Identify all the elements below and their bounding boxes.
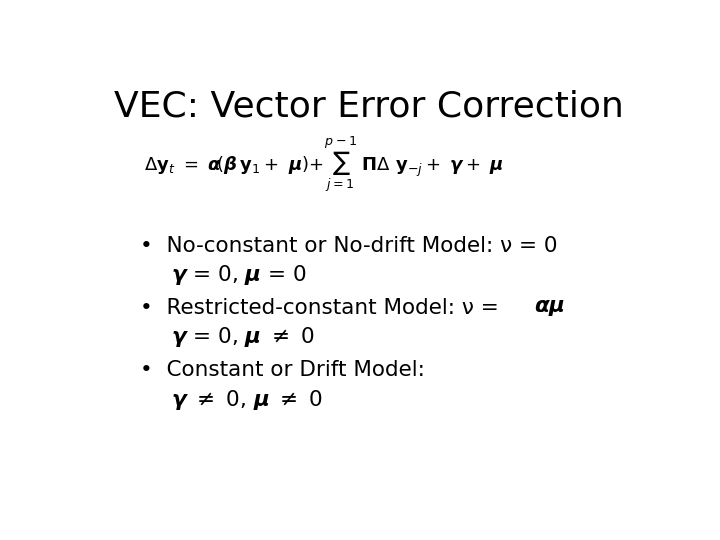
Text: $\boldsymbol{\gamma}$ $\neq$ 0, $\boldsymbol{\mu}$ $\neq$ 0: $\boldsymbol{\gamma}$ $\neq$ 0, $\boldsy… (171, 388, 323, 411)
Text: $\boldsymbol{\gamma}$ = 0, $\boldsymbol{\mu}$ $\neq$ 0: $\boldsymbol{\gamma}$ = 0, $\boldsymbol{… (171, 325, 315, 349)
Text: •  No-constant or No-drift Model: ν = 0: • No-constant or No-drift Model: ν = 0 (140, 235, 558, 255)
Text: VEC: Vector Error Correction: VEC: Vector Error Correction (114, 90, 624, 124)
Text: •  Constant or Drift Model:: • Constant or Drift Model: (140, 360, 425, 380)
Text: $\Delta\mathbf{y}_t \ = \ \boldsymbol{\alpha}\!\left(\boldsymbol{\beta}\,\mathbf: $\Delta\mathbf{y}_t \ = \ \boldsymbol{\a… (145, 135, 504, 194)
Text: $\boldsymbol{\alpha\mu}$: $\boldsymbol{\alpha\mu}$ (534, 298, 564, 318)
Text: •  Restricted-constant Model: ν =: • Restricted-constant Model: ν = (140, 298, 506, 318)
Text: $\boldsymbol{\gamma}$ = 0, $\boldsymbol{\mu}$ = 0: $\boldsymbol{\gamma}$ = 0, $\boldsymbol{… (171, 263, 306, 287)
